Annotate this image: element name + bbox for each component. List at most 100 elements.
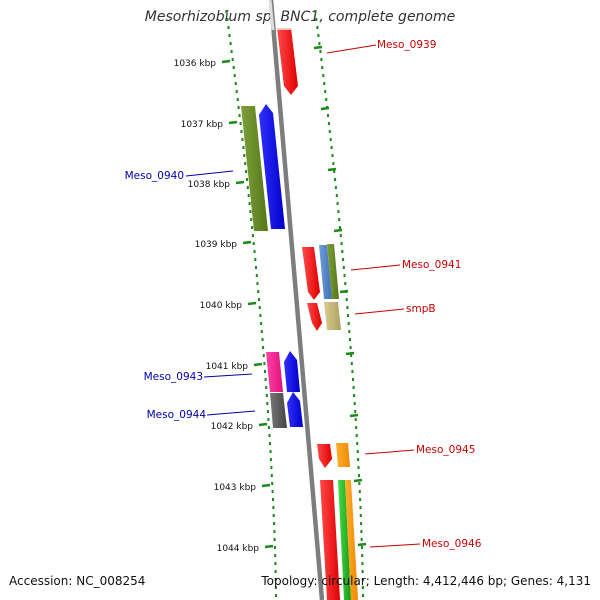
tick-mark-1039 xyxy=(242,240,252,245)
guide-dot-right xyxy=(321,66,324,69)
guide-dot-left xyxy=(272,514,275,517)
gene-bar-meso-0945-orange[interactable] xyxy=(336,443,350,467)
leader-smpb xyxy=(354,308,405,315)
genome-backbone xyxy=(268,0,325,600)
guide-dot-right xyxy=(350,362,353,365)
gene-bar-meso-0941-steel[interactable] xyxy=(319,245,332,299)
guide-dot-left xyxy=(266,402,269,405)
guide-dot-left xyxy=(255,274,258,277)
gene-arrow-meso-0945[interactable] xyxy=(317,444,332,468)
gene-arrow-meso-0941[interactable] xyxy=(302,247,320,300)
guide-dot-right xyxy=(332,162,335,165)
guide-dot-left xyxy=(246,178,248,181)
gene-arrow-meso-0940[interactable] xyxy=(259,104,285,229)
guide-dot-right xyxy=(359,506,362,509)
tick-label-1039: 1039 kbp xyxy=(195,240,238,250)
guide-dot-left xyxy=(238,114,241,117)
guide-dot-left xyxy=(241,138,244,141)
guide-dot-left xyxy=(236,98,239,101)
guide-dot-left xyxy=(264,378,267,381)
gene-bar-meso-0943-pink[interactable] xyxy=(266,352,283,392)
guide-dot-left xyxy=(225,10,228,13)
guide-dot-right xyxy=(327,122,330,125)
guide-dot-left xyxy=(269,442,271,445)
leader-meso-0945 xyxy=(364,449,415,455)
guide-dot-left xyxy=(265,394,268,397)
accession-text: Accession: NC_008254 xyxy=(9,574,146,588)
guide-dot-right xyxy=(361,570,364,573)
guide-dot-right xyxy=(316,26,319,29)
guide-dot-right xyxy=(330,146,333,149)
guide-dot-right xyxy=(338,218,341,221)
guide-dot-left xyxy=(269,458,272,461)
guide-dot-right xyxy=(344,282,347,285)
gene-label-meso-0941[interactable]: Meso_0941 xyxy=(402,259,461,271)
genome-summary-text: Topology: circular; Length: 4,412,446 bp… xyxy=(261,574,591,588)
guide-dot-right xyxy=(348,330,351,333)
tick-mark-1043 xyxy=(261,483,271,488)
gene-label-meso-0946[interactable]: Meso_0946 xyxy=(422,538,482,550)
guide-dot-right xyxy=(349,338,351,341)
guide-dot-left xyxy=(274,570,277,573)
leader-meso-0939 xyxy=(326,44,377,54)
guide-dot-right xyxy=(356,450,359,453)
guide-dot-right xyxy=(322,74,325,77)
guide-dot-right xyxy=(360,522,363,525)
guide-dot-left xyxy=(272,506,275,509)
guide-dot-left xyxy=(273,546,276,549)
guide-dot-left xyxy=(231,58,234,61)
gene-label-meso-0945[interactable]: Meso_0945 xyxy=(416,444,475,456)
gene-bar-meso-0941-olive[interactable] xyxy=(327,244,339,299)
guide-dot-left xyxy=(268,426,270,429)
gene-label-meso-0939[interactable]: Meso_0939 xyxy=(377,39,436,51)
gene-label-meso-0940[interactable]: Meso_0940 xyxy=(125,170,184,182)
guide-dot-left xyxy=(272,498,274,501)
guide-dot-left xyxy=(259,314,262,317)
guide-dot-left xyxy=(263,362,266,365)
guide-dot-right xyxy=(341,250,344,253)
guide-dot-left xyxy=(253,250,256,253)
guide-dot-right xyxy=(360,538,363,541)
guide-dot-left xyxy=(260,330,263,333)
gene-arrow-meso-0943[interactable] xyxy=(284,351,300,392)
guide-dot-right xyxy=(317,34,320,37)
gene-arrow-meso-0944[interactable] xyxy=(287,392,303,427)
guide-dot-left xyxy=(237,106,240,109)
guide-dot-left xyxy=(271,490,274,493)
gene-bar-meso-0944-gray[interactable] xyxy=(270,393,287,428)
guide-dot-right xyxy=(347,314,349,317)
tick-mark-1041 xyxy=(253,362,263,367)
left-dotted-guide xyxy=(225,10,277,597)
guide-dot-left xyxy=(228,34,231,37)
guide-dot-left xyxy=(250,218,253,221)
diagram-title: Mesorhizobium sp. BNC1, complete genome xyxy=(144,9,456,25)
guide-dot-right xyxy=(361,562,364,565)
guide-dot-right xyxy=(345,298,348,301)
gene-bar-smpb-khaki[interactable] xyxy=(324,302,341,330)
guide-dot-left xyxy=(244,162,247,165)
gene-bar-meso-0946-red[interactable] xyxy=(320,480,340,600)
backbone-highlight xyxy=(268,0,275,31)
guide-dot-left xyxy=(229,42,232,45)
gene-arrow-smpb[interactable] xyxy=(307,303,322,331)
guide-dot-left xyxy=(251,226,254,229)
gene-arrow-meso-0939[interactable] xyxy=(277,28,298,95)
gene-label-meso-0944[interactable]: Meso_0944 xyxy=(147,409,207,421)
guide-dot-left xyxy=(233,74,236,77)
guide-dot-left xyxy=(274,562,277,565)
gene-label-smpb[interactable]: smpB xyxy=(406,303,436,315)
tick-mark-1044 xyxy=(264,544,274,549)
leader-meso-0941 xyxy=(350,264,401,271)
guide-dot-left xyxy=(248,202,251,205)
guide-dot-right xyxy=(362,594,364,597)
tick-mark-right-4 xyxy=(333,228,343,233)
guide-dot-right xyxy=(318,42,321,45)
guide-dot-right xyxy=(331,154,334,157)
guide-dot-left xyxy=(226,18,229,21)
gene-bar-meso-0946-orange[interactable] xyxy=(345,480,358,600)
guide-dot-left xyxy=(246,186,249,189)
gene-bar-meso-0946-green[interactable] xyxy=(338,480,351,600)
guide-dot-right xyxy=(354,418,357,421)
gene-label-meso-0943[interactable]: Meso_0943 xyxy=(144,371,203,383)
gene-bar-meso-0940-olive[interactable] xyxy=(241,106,268,231)
